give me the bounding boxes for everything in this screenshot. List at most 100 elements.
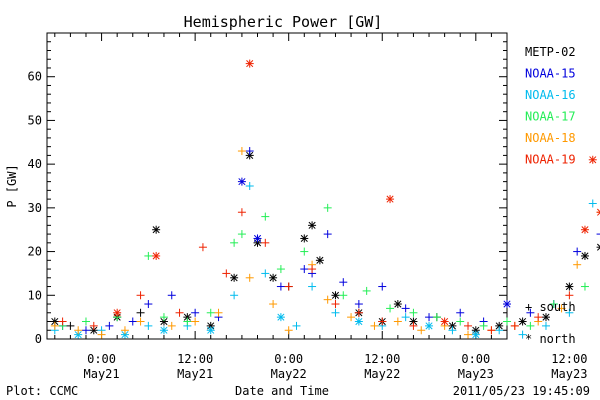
point-stroke [121, 331, 129, 339]
north-point [393, 300, 402, 309]
point-stroke [207, 326, 215, 334]
north-point [230, 273, 239, 282]
south-point [120, 326, 129, 335]
south-point [323, 230, 332, 239]
south-point [214, 308, 223, 317]
point-stroke [51, 317, 59, 326]
legend: METP-02 NOAA-15 NOAA-16 NOAA-17 NOAA-18 NOAA-… [525, 45, 576, 346]
south-point [58, 317, 67, 326]
south-point [308, 282, 317, 291]
south-point [339, 278, 348, 287]
x-tick-label-time: 0:00 [461, 352, 490, 366]
south-point [518, 330, 527, 339]
south-point [393, 317, 402, 326]
north-point [152, 251, 161, 260]
point-stroke [355, 317, 363, 326]
point-stroke [331, 291, 340, 299]
south-point [464, 330, 473, 339]
north-point [152, 225, 161, 234]
south-point [432, 313, 441, 322]
south-point [237, 230, 246, 239]
south-point [128, 317, 137, 326]
point-stroke [394, 300, 402, 308]
north-point [386, 195, 395, 204]
point-stroke [495, 322, 503, 330]
chart-title: Hemispheric Power [GW] [184, 13, 383, 31]
north-point [580, 225, 589, 234]
north-point [409, 317, 418, 326]
south-point [487, 326, 496, 335]
plot-source: Plot: CCMC [6, 384, 78, 398]
south-point [261, 238, 270, 247]
y-axis-label: P [GW] [5, 164, 19, 207]
north-point [276, 313, 285, 322]
point-stroke [253, 234, 262, 243]
south-point [230, 238, 239, 247]
x-tick-label-date: May22 [271, 367, 307, 381]
south-point [300, 247, 309, 256]
south-point [136, 308, 145, 317]
x-tick-label-time: 12:00 [364, 352, 400, 366]
north-point [183, 313, 192, 322]
south-point [557, 304, 566, 313]
south-point [175, 308, 184, 317]
north-point [425, 321, 434, 330]
south-point [237, 208, 246, 217]
south-point [222, 269, 231, 278]
north-point [74, 330, 83, 339]
legend-marker-label: + south [525, 300, 576, 314]
south-point [66, 321, 75, 330]
south-point [347, 313, 356, 322]
south-point [136, 291, 145, 300]
point-stroke [542, 313, 550, 321]
south-point [596, 233, 600, 235]
south-point [50, 321, 59, 330]
north-point [113, 308, 122, 317]
south-point [261, 212, 270, 221]
south-point [323, 295, 332, 304]
point-stroke [246, 60, 254, 68]
south-point [284, 282, 293, 291]
x-tick-label-date: May21 [177, 367, 213, 381]
south-point [183, 317, 192, 326]
point-stroke [589, 156, 597, 164]
south-point [167, 291, 176, 300]
south-point [300, 265, 309, 274]
south-point [417, 326, 426, 335]
south-point [409, 321, 418, 330]
south-point [245, 273, 254, 282]
point-stroke [300, 234, 308, 243]
y-axis: 0 10 20 30 40 50 60 [28, 32, 507, 346]
point-stroke [74, 331, 82, 339]
south-point [580, 282, 589, 291]
south-point [565, 291, 574, 300]
point-stroke [565, 282, 573, 291]
south-point [144, 251, 153, 260]
south-point [354, 300, 363, 309]
point-stroke [246, 151, 254, 159]
point-stroke [448, 322, 456, 330]
legend-series-label: NOAA-17 [525, 110, 576, 124]
north-point [580, 251, 589, 260]
x-tick-label-date: May23 [458, 367, 494, 381]
south-point [81, 317, 90, 326]
x-tick-label-time: 12:00 [551, 352, 587, 366]
y-tick-label: 30 [28, 201, 42, 215]
south-point [144, 321, 153, 330]
north-point [518, 317, 527, 326]
south-point [448, 326, 457, 335]
south-point [105, 321, 114, 330]
point-stroke [581, 252, 589, 260]
south-point [464, 321, 473, 330]
south-point [386, 304, 395, 313]
x-tick-label-date: May23 [551, 367, 587, 381]
south-point [230, 291, 239, 300]
legend-marker-label: * north [525, 332, 576, 346]
north-point [253, 234, 262, 243]
x-axis-label: Date and Time [235, 384, 329, 398]
south-point [456, 317, 465, 326]
point-stroke [597, 212, 600, 216]
x-tick-label-time: 0:00 [274, 352, 303, 366]
south-point [541, 321, 550, 330]
